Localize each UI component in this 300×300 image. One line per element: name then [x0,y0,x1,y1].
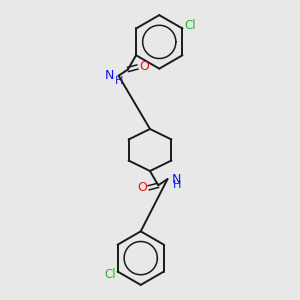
Text: N: N [172,172,182,186]
Text: H: H [173,180,182,190]
Text: N: N [105,69,114,82]
Text: O: O [137,181,147,194]
Text: O: O [140,61,149,74]
Text: H: H [115,76,123,86]
Text: Cl: Cl [104,268,116,281]
Text: Cl: Cl [184,20,196,32]
